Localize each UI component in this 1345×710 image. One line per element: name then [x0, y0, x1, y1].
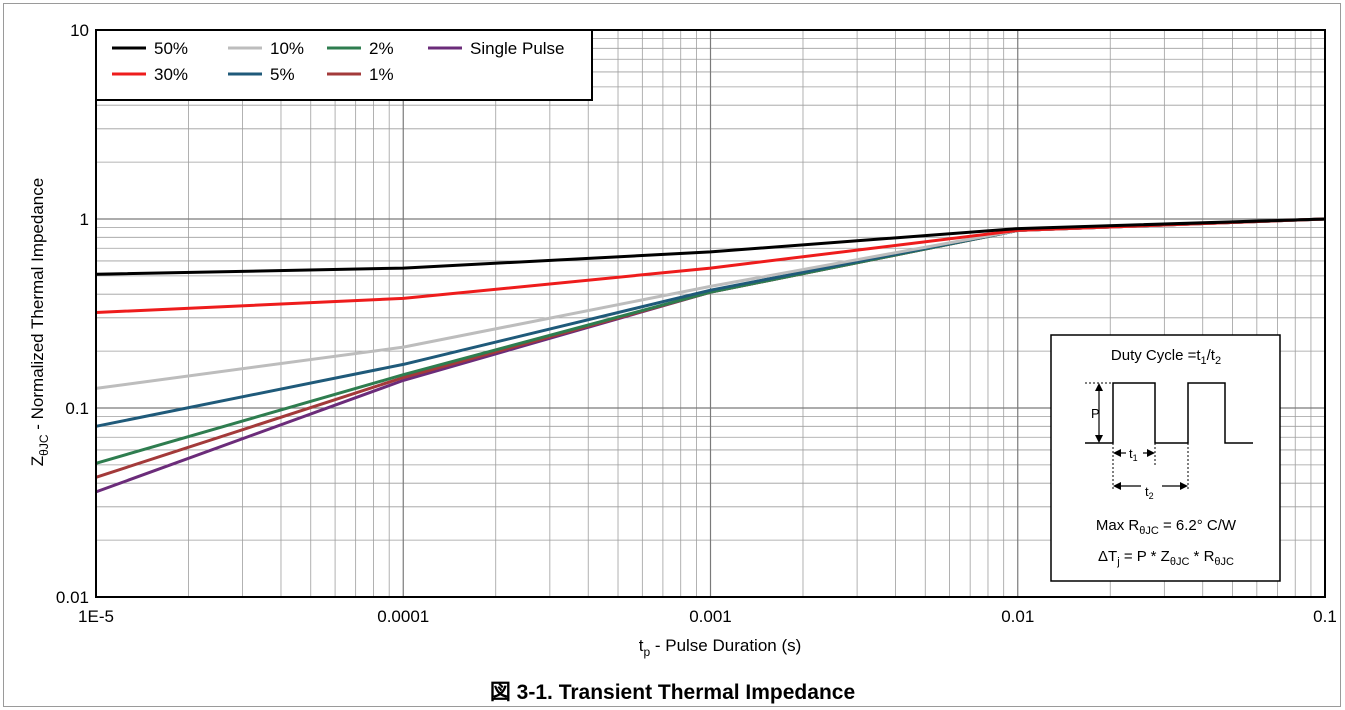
legend-label: 2%	[369, 39, 394, 58]
delta-tj-formula: ΔTj = P * ZθJC * RθJC	[1098, 548, 1234, 568]
x-tick-label: 0.1	[1313, 607, 1337, 626]
p-label: P	[1091, 406, 1100, 421]
x-axis-label: tp - Pulse Duration (s)	[639, 636, 802, 659]
t1-arrow-head-left	[1113, 449, 1121, 457]
x-tick-labels: 1E-5 0.0001 0.001 0.01 0.1	[78, 607, 1337, 626]
figure-caption: 図 3-1. Transient Thermal Impedance	[489, 681, 856, 704]
legend-label: 30%	[154, 65, 188, 84]
legend-label: 5%	[270, 65, 295, 84]
t2-arrow-head-right	[1180, 482, 1188, 490]
p-arrow-head-down	[1095, 435, 1103, 443]
plot-area-border	[95, 29, 1326, 598]
t1-arrow-head-right	[1147, 449, 1155, 457]
x-tick-label: 0.0001	[377, 607, 429, 626]
y-axis-label: ZθJC - Normalized Thermal Impedance	[28, 178, 51, 466]
max-r-theta-jc: Max RθJC = 6.2° C/W	[1096, 517, 1237, 537]
t2-arrow-head-left	[1113, 482, 1121, 490]
legend-label: 10%	[270, 39, 304, 58]
legend-label: 50%	[154, 39, 188, 58]
legend-label: 1%	[369, 65, 394, 84]
x-tick-label: 0.001	[689, 607, 732, 626]
inset-box	[1050, 334, 1281, 582]
legend: 50% 10% 2% Single Pulse 30% 5% 1%	[95, 29, 593, 101]
duty-cycle-inset: Duty Cycle =t1/t2 P t1 t2 Max RθJC = 6.2…	[1050, 334, 1281, 582]
y-tick-label: 0.1	[65, 399, 89, 418]
series-line-50	[95, 217, 1326, 276]
figure-frame	[3, 3, 1341, 707]
t1-label: t1	[1129, 446, 1138, 463]
legend-box	[95, 29, 593, 101]
y-tick-labels: 0.01 0.1 1 10	[56, 21, 89, 607]
pulse-waveform	[1085, 382, 1253, 444]
p-arrow-head-up	[1095, 383, 1103, 391]
series-lines	[95, 217, 1326, 494]
y-tick-label: 10	[70, 21, 89, 40]
legend-label: Single Pulse	[470, 39, 565, 58]
x-tick-label: 1E-5	[78, 607, 114, 626]
t2-label: t2	[1145, 484, 1154, 501]
y-tick-label: 1	[80, 210, 89, 229]
duty-cycle-title: Duty Cycle =t1/t2	[1111, 347, 1221, 367]
y-tick-label: 0.01	[56, 588, 89, 607]
x-tick-label: 0.01	[1001, 607, 1034, 626]
